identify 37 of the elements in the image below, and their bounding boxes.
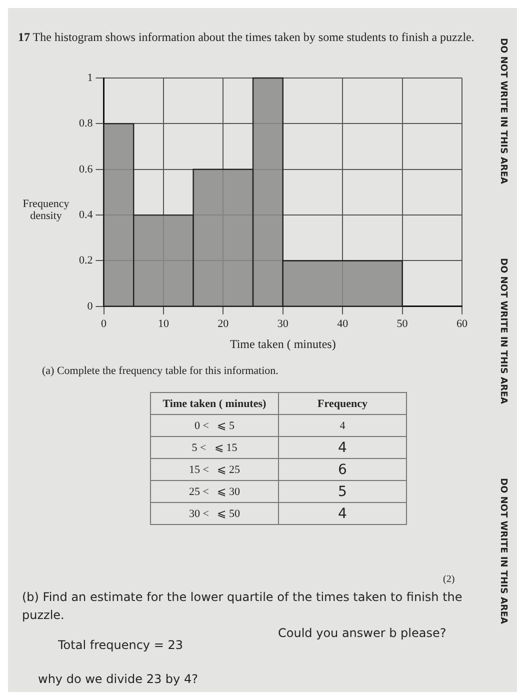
text: (2)	[443, 574, 455, 585]
text: Total frequency = 23	[58, 638, 183, 652]
text: 5	[278, 480, 406, 502]
text: 15 < ⩽ 25	[150, 458, 278, 480]
y-tick-label: 1	[87, 72, 93, 84]
y-tick-label: 0	[87, 300, 94, 312]
text: 0 < ⩽ 5	[150, 414, 278, 436]
text: DO NOT WRITE IN THIS AREA	[498, 38, 508, 186]
x-tick-label: 20	[218, 318, 230, 330]
text: why do we divide 23 by 4?	[38, 672, 198, 686]
y-tick-label: 0.4	[79, 208, 94, 221]
text: 4	[278, 414, 406, 436]
text: 4	[278, 436, 406, 458]
text: 25 < ⩽ 30	[150, 480, 278, 502]
y-axis-title: Frequency density	[22, 198, 70, 222]
text: DO NOT WRITE IN THIS AREA	[498, 478, 508, 626]
x-tick-label: 40	[337, 318, 349, 330]
text: 30 < ⩽ 50	[150, 502, 278, 524]
x-tick-label: 10	[158, 318, 170, 330]
text: DO NOT WRITE IN THIS AREA	[498, 258, 508, 406]
text: Time taken ( minutes)	[150, 392, 278, 414]
text: (a) Complete the frequency table for this information.	[42, 365, 278, 377]
y-tick-label: 0.8	[79, 118, 94, 130]
text: Frequency	[278, 392, 406, 414]
x-tick-label: 60	[456, 318, 468, 330]
x-tick-label: 50	[396, 318, 408, 330]
y-tick-label: 0.6	[79, 163, 94, 176]
text: 4	[278, 502, 406, 524]
x-tick-label: 30	[277, 318, 289, 330]
x-tick-label: 0	[101, 318, 107, 330]
text: 5 < ⩽ 15	[150, 436, 278, 458]
x-axis-title: Time taken ( minutes)	[230, 336, 336, 351]
y-tick-label: 0.2	[79, 254, 93, 267]
chart-title: 17 The histogram shows information about the times taken by some students to finish a puzzle.	[18, 30, 476, 45]
text: (b) Find an estimate for the lower quartile of the times taken to finish the puzzle.	[22, 589, 464, 624]
text: Could you answer b please?	[278, 626, 448, 640]
text: 6	[278, 458, 406, 480]
